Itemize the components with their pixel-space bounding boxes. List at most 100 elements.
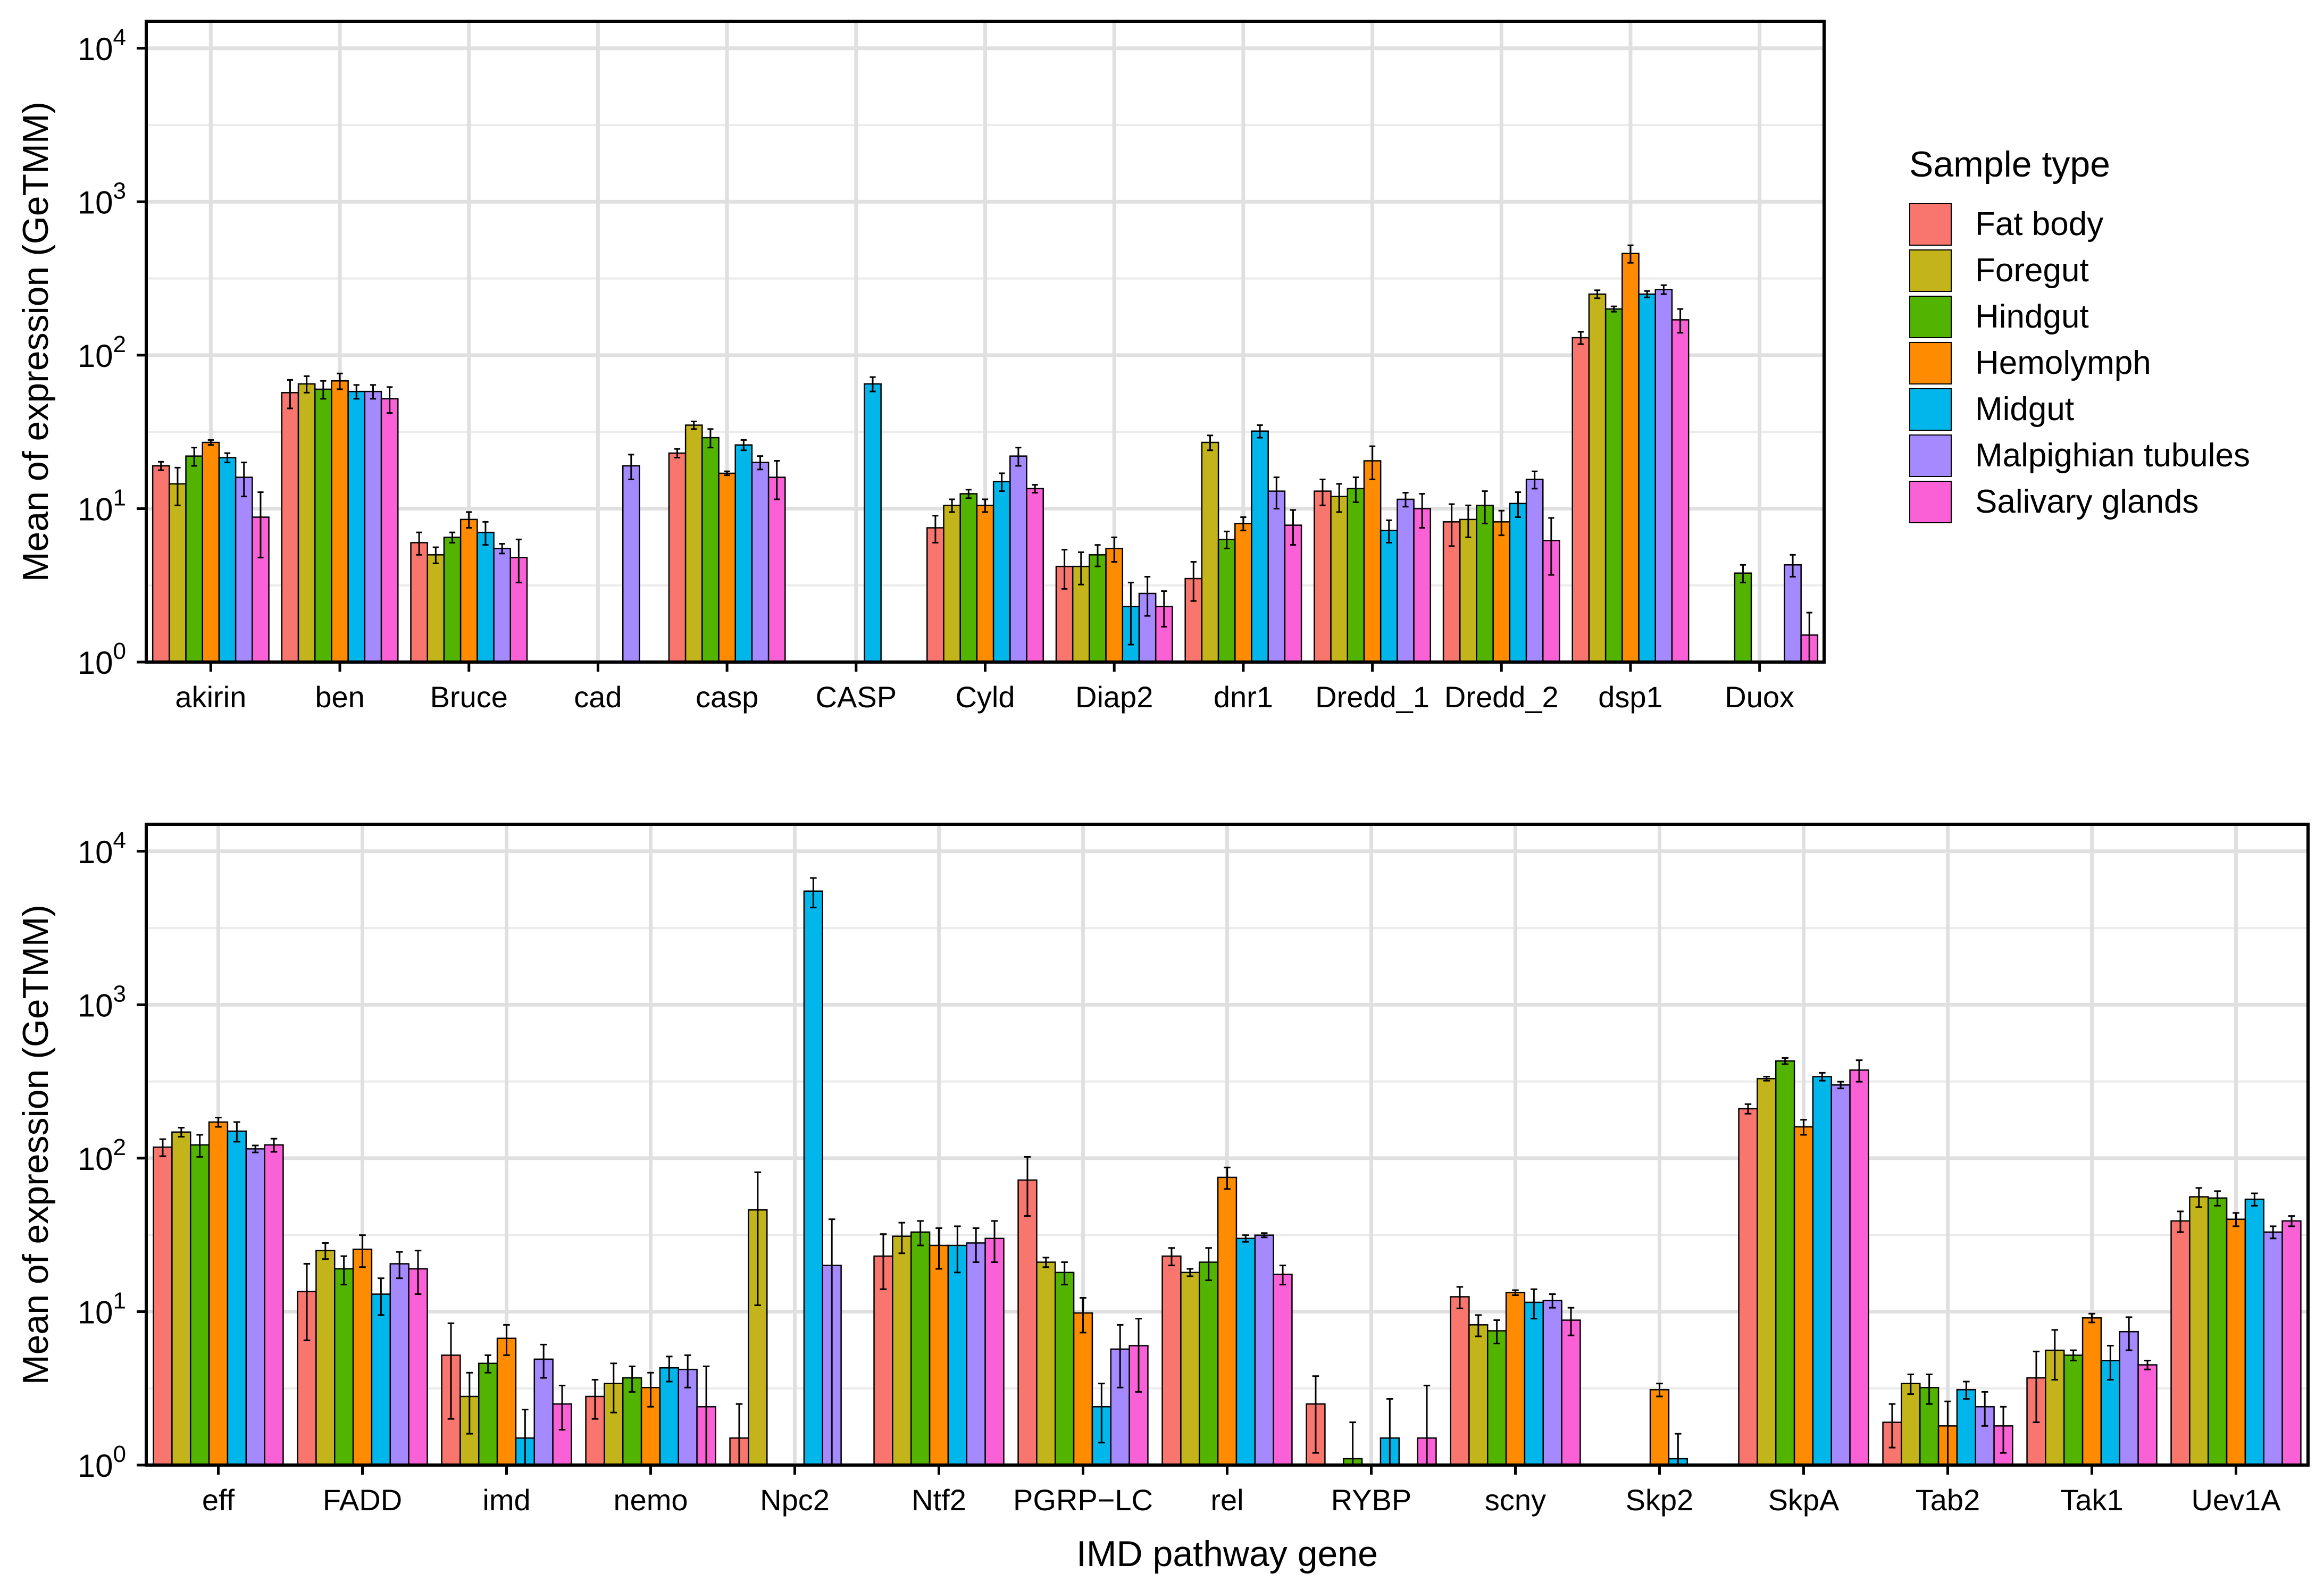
bar-skpa-hindgut [1775, 1060, 1795, 1466]
bar-fadd-hindgut [333, 1268, 354, 1466]
y-tick-label: 103 [78, 178, 126, 220]
x-tick-label-dnr1: dnr1 [1214, 680, 1273, 714]
bar-ntf2-malpighian-tubules [966, 1242, 986, 1466]
y-tick-label: 102 [78, 331, 126, 374]
y-tick-label: 100 [78, 638, 126, 681]
x-tick-label-tab2: Tab2 [1916, 1483, 1980, 1517]
bar-akirin-hemolymph [202, 441, 220, 663]
legend-item-fat-body: Fat body [1909, 201, 2303, 247]
bar-dsp1-midgut [1638, 293, 1657, 663]
bar-casp-fat-body [668, 452, 687, 663]
bar-ntf2-salivary-glands [984, 1237, 1005, 1466]
bar-dsp1-salivary-glands [1671, 319, 1690, 663]
x-tick-label-ben: ben [315, 680, 364, 714]
y-axis-label: Mean of expression (GeTMM) [15, 905, 56, 1385]
legend-title: Sample type [1909, 144, 2110, 185]
bar-tak1-hindgut [2063, 1354, 2084, 1466]
bar-fadd-malpighian-tubules [389, 1263, 409, 1466]
x-tick-label-eff: eff [202, 1483, 235, 1517]
bar-eff-hindgut [189, 1144, 210, 1466]
bar-skpa-foregut [1757, 1078, 1777, 1466]
bar-uev1a-hemolymph [2226, 1218, 2246, 1466]
bar-dsp1-foregut [1588, 293, 1607, 663]
bar-cad-malpighian-tubules [622, 465, 640, 663]
bar-scny-fat-body [1450, 1296, 1470, 1466]
bar-tab2-midgut [1956, 1388, 1977, 1466]
x-tick-label-cad: cad [574, 680, 622, 714]
bar-akirin-midgut [218, 457, 237, 663]
legend-item-salivary-glands: Salivary glands [1909, 479, 2303, 525]
bar-nemo-midgut [659, 1367, 680, 1466]
x-tick-label-casp: casp [696, 680, 758, 714]
x-tick-label-cyld: Cyld [955, 680, 1015, 714]
x-tick-label-skp2: Skp2 [1626, 1483, 1694, 1517]
bar-dnr1-midgut [1251, 430, 1269, 663]
x-tick-label-fadd: FADD [323, 1483, 402, 1517]
bar-bruce-hindgut [443, 537, 462, 663]
y-tick-label: 103 [78, 981, 126, 1023]
bar-rel-hindgut [1198, 1261, 1219, 1466]
bar-ben-malpighian-tubules [364, 390, 382, 663]
legend-label-hindgut: Hindgut [1975, 298, 2089, 335]
legend-item-malpighian-tubules: Malpighian tubules [1909, 432, 2303, 479]
bar-ntf2-foregut [892, 1235, 912, 1466]
bar-dnr1-hemolymph [1234, 523, 1252, 663]
x-tick-label-bruce: Bruce [430, 680, 508, 714]
x-tick-label-duox: Duox [1725, 680, 1794, 714]
bar-dredd-1-foregut [1330, 496, 1349, 663]
bar-uev1a-foregut [2189, 1196, 2209, 1466]
bar-dredd-1-fat-body [1314, 490, 1332, 663]
bar-scny-midgut [1524, 1301, 1544, 1466]
bar-pgrp-lc-hindgut [1054, 1272, 1075, 1466]
x-tick-label-rybp: RYBP [1331, 1483, 1411, 1517]
bar-dredd-1-salivary-glands [1413, 508, 1432, 663]
bar-imd-hemolymph [496, 1337, 517, 1466]
bar-dnr1-foregut [1201, 441, 1219, 663]
bar-skpa-midgut [1812, 1076, 1833, 1466]
legend-key-hemolymph [1909, 341, 1952, 384]
x-tick-label-nemo: nemo [613, 1483, 688, 1517]
x-axis-label: IMD pathway gene [1076, 1534, 1378, 1574]
legend-label-fat-body: Fat body [1975, 206, 2104, 242]
x-tick-label-dredd-2: Dredd_2 [1444, 680, 1559, 714]
legend-key-fat-body [1909, 203, 1952, 246]
y-axis-label: Mean of expression (GeTMM) [15, 102, 56, 582]
bar-casp-midgut [864, 383, 882, 663]
legend-label-midgut: Midgut [1975, 391, 2075, 428]
bar-uev1a-malpighian-tubules [2263, 1231, 2283, 1466]
bar-cyld-salivary-glands [1026, 488, 1044, 663]
bar-pgrp-lc-hemolymph [1073, 1312, 1093, 1466]
bar-dredd-2-malpighian-tubules [1525, 479, 1544, 663]
bar-tak1-hemolymph [2081, 1317, 2102, 1466]
bar-eff-midgut [227, 1130, 247, 1466]
bar-pgrp-lc-fat-body [1017, 1179, 1038, 1466]
bar-pgrp-lc-foregut [1036, 1261, 1056, 1466]
y-tick-label: 102 [78, 1134, 126, 1177]
bar-scny-malpighian-tubules [1542, 1300, 1562, 1466]
bar-rel-salivary-glands [1273, 1274, 1293, 1466]
y-tick-label: 104 [78, 24, 126, 67]
bar-scny-hemolymph [1505, 1292, 1526, 1466]
x-tick-label-casp: CASP [816, 680, 897, 714]
bar-dsp1-fat-body [1571, 337, 1590, 663]
y-tick-label: 104 [78, 827, 126, 870]
bar-skpa-salivary-glands [1849, 1069, 1869, 1466]
bar-uev1a-hindgut [2207, 1197, 2228, 1466]
x-tick-label-tak1: Tak1 [2060, 1483, 2123, 1517]
bar-casp-foregut [684, 424, 703, 663]
bar-tak1-salivary-glands [2137, 1364, 2158, 1466]
x-tick-label-akirin: akirin [175, 680, 246, 714]
bar-scny-hindgut [1486, 1330, 1507, 1466]
legend-key-salivary-glands [1909, 480, 1952, 523]
bar-cyld-midgut [992, 481, 1011, 663]
bar-bruce-fat-body [410, 542, 428, 663]
bar-ben-midgut [347, 390, 366, 663]
bar-akirin-hindgut [185, 455, 203, 663]
bar-pgrp-lc-salivary-glands [1128, 1345, 1149, 1466]
bar-dredd-2-foregut [1459, 518, 1477, 663]
bar-casp-malpighian-tubules [751, 462, 770, 663]
bar-rel-malpighian-tubules [1254, 1234, 1274, 1466]
bar-akirin-foregut [169, 483, 187, 663]
legend-items: Fat body Foregut Hindgut Hemolymph Midgu… [1909, 201, 2303, 525]
